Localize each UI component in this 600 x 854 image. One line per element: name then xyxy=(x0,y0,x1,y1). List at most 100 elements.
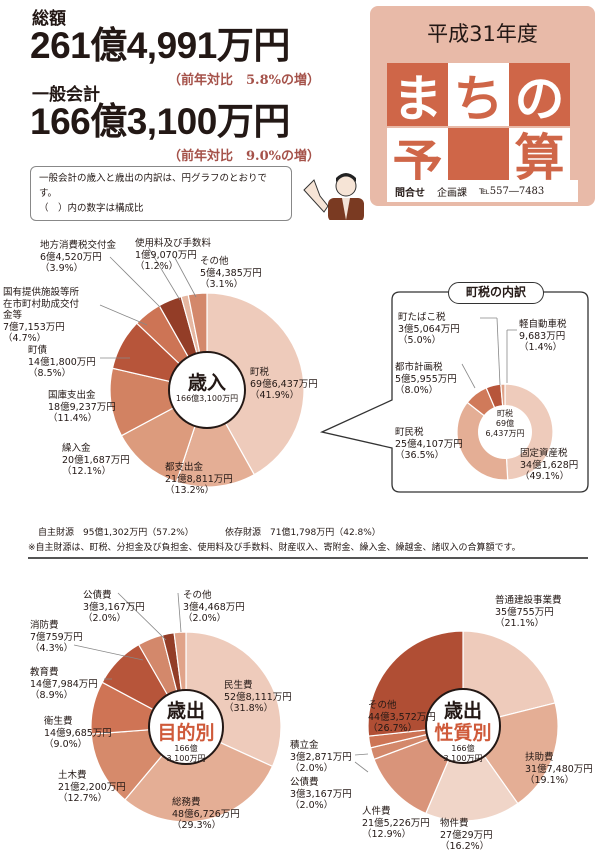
logo-char: ま xyxy=(387,63,448,128)
chart-subtitle: 目的別 xyxy=(157,722,215,744)
leader-lines xyxy=(73,246,517,773)
slice-label-pct-label: （2.0%） xyxy=(183,613,227,624)
slice-label: 公債費 3億3,167万円 （2.0%） xyxy=(83,590,145,625)
pie-slice xyxy=(425,724,519,822)
slice-label-name: 固定資産税 xyxy=(520,448,568,459)
slice-label-value: 14億1,800万円 xyxy=(28,356,96,368)
contact-tel: ℡557―7483 xyxy=(479,185,545,197)
slice-label-value: 31億7,480万円 xyxy=(525,763,593,775)
slice-label-pct-label: （41.9%） xyxy=(250,390,300,401)
pie-0 xyxy=(109,292,305,488)
slice-label: 土木費 21億2,200万円 （12.7%） xyxy=(58,770,126,805)
slice-label-pct-label: （26.7%） xyxy=(368,723,418,734)
slice-label-pct-label: （29.3%） xyxy=(172,820,222,831)
slice-label-pct-label: （12.9%） xyxy=(362,829,412,840)
slice-label-value: 3億4,468万円 xyxy=(183,601,245,613)
slice-label-value: 3億5,064万円 xyxy=(398,323,460,335)
slice-label-name: 国有提供施設等所在市町村助成交付金等 xyxy=(3,287,80,321)
chart-title: 歳入 xyxy=(187,372,226,394)
contact-info: 問合せ 企画課 ℡557―7483 xyxy=(387,180,578,202)
slice-label: 固定資産税 34億1,628円 （49.1%） xyxy=(520,448,578,483)
slice-label: 軽自動車税 9,683万円 （1.4%） xyxy=(519,319,567,354)
slice-label-pct-label: （21.1%） xyxy=(495,618,545,629)
center-total: 6,437万円 xyxy=(485,429,525,438)
slice-label-name: 人件費 xyxy=(362,806,391,817)
slice-label-value: 21億8,811万円 xyxy=(165,473,233,485)
slice-label: 積立金 3億2,871万円 （2.0%） xyxy=(290,740,352,775)
slice-label: その他 3億4,468万円 （2.0%） xyxy=(183,590,245,625)
slice-label-name: 公債費 xyxy=(83,590,112,601)
slice-label-value: 3億2,871万円 xyxy=(290,751,352,763)
slice-label-value: 34億1,628円 xyxy=(520,459,579,471)
slice-label: 町民税 25億4,107万円 （36.5%） xyxy=(395,427,463,462)
center-total: 3,100万円 xyxy=(443,754,483,763)
slice-label: 都市計画税 5億5,955万円 （8.0%） xyxy=(395,362,457,397)
slice-label-name: 都支出金 xyxy=(165,462,204,473)
center-total: 166億 xyxy=(451,744,475,753)
slice-label: 国有提供施設等所在市町村助成交付金等 7億7,153万円 （4.7%） xyxy=(3,287,87,345)
slice-label-pct-label: （31.8%） xyxy=(224,703,274,714)
contact-label: 問合せ xyxy=(395,187,425,199)
slice-label: 国庫支出金 18億9,237万円 （11.4%） xyxy=(48,390,116,425)
slice-label-value: 35億755万円 xyxy=(495,606,554,618)
slice-label-value: 14億7,984万円 xyxy=(30,678,98,690)
center-total: 166億3,100万円 xyxy=(175,394,239,403)
slice-label: 消防費 7億759万円 （4.3%） xyxy=(30,620,83,655)
slice-label-pct-label: （12.7%） xyxy=(58,793,108,804)
slice-label-name: その他 xyxy=(200,256,229,267)
slice-label-pct-label: （4.3%） xyxy=(30,643,74,654)
revenue-center-label: 歳入 166億3,100万円 xyxy=(170,372,244,404)
slice-label-name: 物件費 xyxy=(440,818,469,829)
slice-label-value: 3億3,167万円 xyxy=(83,601,145,613)
slice-label-pct-label: （11.4%） xyxy=(48,413,98,424)
note-line: 一般会計の歳入と歳出の内訳は、円グラフのとおりです。 xyxy=(39,173,268,199)
slice-label-name: 公債費 xyxy=(290,777,319,788)
slice-label-name: 使用料及び手数料 xyxy=(135,238,212,249)
logo-block xyxy=(448,128,509,180)
slice-label-value: 3億3,167万円 xyxy=(290,788,352,800)
slice-label-pct-label: （8.5%） xyxy=(28,368,72,379)
fiscal-year: 平成31年度 xyxy=(427,22,538,46)
slice-label-pct-label: （8.0%） xyxy=(395,385,439,396)
slice-label-value: 69億6,437万円 xyxy=(250,378,318,390)
chart-title: 歳出 xyxy=(443,700,482,722)
slice-label-name: その他 xyxy=(368,700,397,711)
chart-subtitle: 性質別 xyxy=(434,722,492,744)
slice-label-value: 5億4,385万円 xyxy=(200,267,262,279)
total-value: 261億4,991万円 xyxy=(30,25,290,66)
center-total: 166億 xyxy=(174,744,198,753)
slice-label: 町たばこ税 3億5,064万円 （5.0%） xyxy=(398,312,460,347)
slice-label-pct-label: （3.9%） xyxy=(40,263,84,274)
slice-label-pct-label: （12.1%） xyxy=(62,466,112,477)
slice-label-pct-label: （2.0%） xyxy=(290,800,334,811)
slice-label-pct-label: （8.9%） xyxy=(30,690,74,701)
pie-center-hole xyxy=(148,689,224,765)
slice-label-pct-label: （36.5%） xyxy=(395,450,445,461)
slice-label-name: 普通建設事業費 xyxy=(495,595,562,606)
divider xyxy=(28,557,588,559)
slice-label-value: 52億8,111万円 xyxy=(224,691,292,703)
slice-label-pct-label: （2.0%） xyxy=(290,763,334,774)
machi-no-yosan-logo: 平成31年度 ま ち の 予 算 問合せ 企画課 ℡557―7483 xyxy=(370,6,595,206)
pie-center-hole xyxy=(478,405,532,459)
slice-label-name: 都市計画税 xyxy=(395,362,443,373)
slice-label-value: 20億1,687万円 xyxy=(62,454,130,466)
slice-label-pct-label: （1.4%） xyxy=(519,342,563,353)
slice-label: 人件費 21億5,226万円 （12.9%） xyxy=(362,806,430,841)
general-label: 一般会計 xyxy=(32,85,100,105)
slice-label: 物件費 27億29万円 （16.2%） xyxy=(440,818,493,853)
slice-label-name: その他 xyxy=(183,590,212,601)
pie-2 xyxy=(90,631,282,823)
total-label: 総額 xyxy=(32,9,66,29)
general-yoy: （前年対比 9.0%の増） xyxy=(168,149,320,164)
chart-title: 歳出 xyxy=(166,700,205,722)
slice-label-pct-label: （2.0%） xyxy=(83,613,127,624)
slice-label-pct-label: （49.1%） xyxy=(520,471,570,482)
town-tax-breakdown-title: 町税の内訳 xyxy=(448,282,544,304)
expenditure-nature-center-label: 歳出 性質別 166億 3,100万円 xyxy=(427,700,499,764)
slice-label: 繰入金 20億1,687万円 （12.1%） xyxy=(62,443,130,478)
slice-label-value: 21億2,200万円 xyxy=(58,781,126,793)
slice-label: 使用料及び手数料 1億9,070万円 （1.2%） xyxy=(135,238,211,273)
slice-label: 衛生費 14億9,685万円 （9.0%） xyxy=(44,716,112,751)
